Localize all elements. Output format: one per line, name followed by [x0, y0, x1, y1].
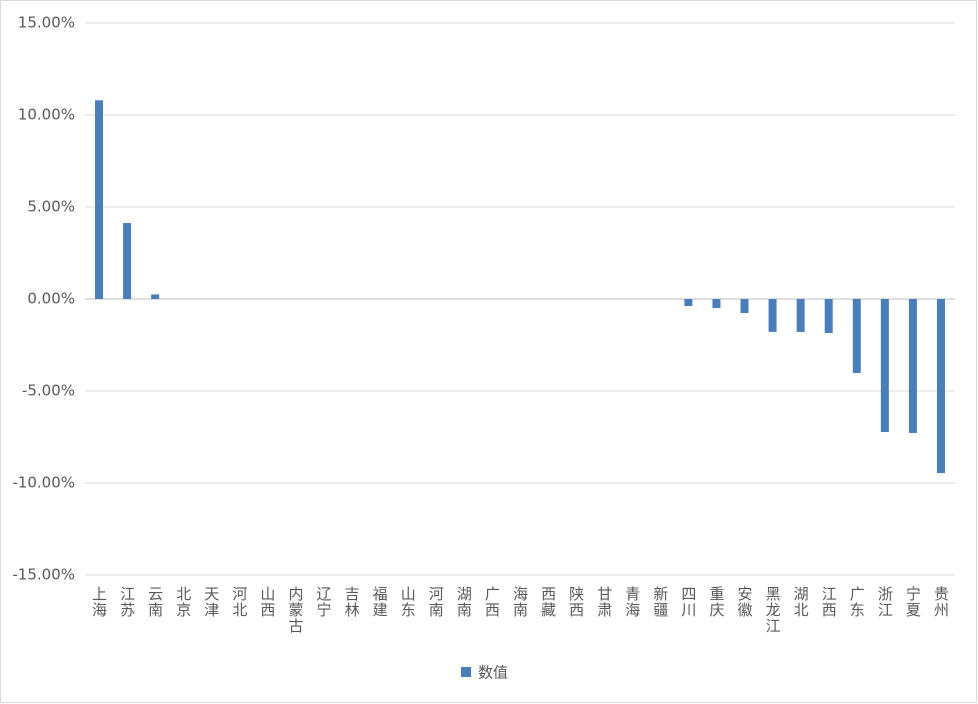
x-tick-label: 四川	[679, 586, 697, 618]
x-tick-label: 青海	[623, 586, 641, 618]
legend-swatch	[461, 667, 471, 677]
bar	[123, 223, 132, 299]
x-tick-label: 湖南	[455, 586, 473, 618]
x-tick-label: 广东	[848, 586, 866, 618]
y-tick-label: 0.00%	[27, 290, 75, 308]
x-tick-label: 浙江	[876, 586, 894, 618]
x-tick-label: 广西	[483, 586, 501, 618]
x-tick-label: 吉林	[343, 586, 361, 618]
y-tick-label: 15.00%	[18, 14, 75, 32]
x-tick-label: 内蒙古	[286, 586, 304, 634]
y-tick-label: -15.00%	[12, 566, 75, 584]
bar	[151, 294, 160, 299]
x-tick-label: 山东	[399, 586, 417, 618]
y-tick-label: 10.00%	[18, 106, 75, 124]
x-tick-label: 黑龙江	[764, 586, 782, 634]
x-tick-label: 甘肃	[595, 586, 613, 618]
x-tick-label: 新疆	[651, 586, 669, 618]
bar	[796, 299, 805, 332]
bar	[880, 299, 889, 433]
x-tick-label: 贵州	[932, 586, 950, 618]
x-tick-label: 江苏	[118, 586, 136, 618]
bar	[936, 299, 945, 474]
bar	[684, 299, 693, 306]
x-tick-label: 福建	[371, 586, 389, 618]
bar	[824, 299, 833, 334]
y-tick-label: 5.00%	[27, 198, 75, 216]
y-tick-label: -10.00%	[12, 474, 75, 492]
x-tick-label: 西藏	[539, 586, 557, 618]
y-tick-label: -5.00%	[22, 382, 75, 400]
bar	[95, 100, 104, 299]
x-tick-label: 湖北	[792, 586, 810, 618]
x-tick-label: 海南	[511, 586, 529, 618]
x-tick-label: 上海	[90, 586, 108, 618]
x-tick-label: 重庆	[707, 586, 725, 618]
x-tick-label: 河南	[427, 586, 445, 618]
legend-label: 数值	[478, 664, 508, 682]
bar	[712, 299, 721, 309]
x-tick-label: 河北	[230, 586, 248, 618]
bar	[768, 299, 777, 332]
bar	[852, 299, 861, 373]
x-tick-label: 山西	[258, 586, 276, 618]
bar	[740, 299, 749, 313]
x-tick-label: 北京	[174, 586, 192, 618]
bar	[908, 299, 917, 433]
x-tick-label: 云南	[146, 586, 164, 618]
x-tick-label: 江西	[820, 586, 838, 618]
x-tick-label: 陕西	[567, 586, 585, 618]
x-tick-label: 辽宁	[315, 586, 333, 618]
x-tick-label: 安徽	[736, 586, 754, 618]
x-tick-label: 天津	[202, 586, 220, 618]
x-tick-label: 宁夏	[904, 586, 922, 618]
